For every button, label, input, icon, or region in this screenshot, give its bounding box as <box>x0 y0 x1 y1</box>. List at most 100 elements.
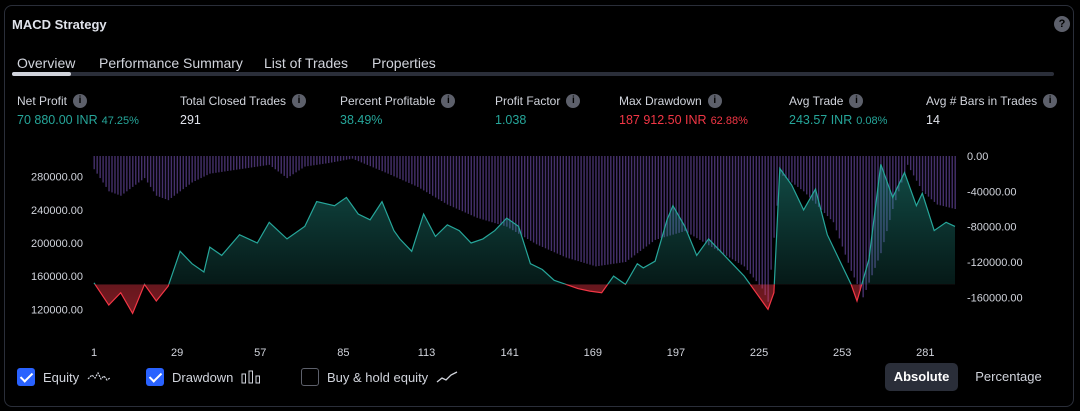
drawdown-bar <box>467 156 469 214</box>
drawdown-bar <box>366 156 369 165</box>
info-icon[interactable]: i <box>707 94 722 108</box>
drawdown-bar <box>123 156 125 194</box>
absolute-button[interactable]: Absolute <box>885 363 958 391</box>
drawdown-bar <box>731 156 734 260</box>
drawdown-bar <box>770 156 772 270</box>
drawdown-bar <box>132 156 134 187</box>
drawdown-bar <box>307 156 309 167</box>
drawdown-bar <box>331 156 333 163</box>
drawdown-bar <box>699 156 701 240</box>
drawdown-bar <box>244 156 247 169</box>
drawdown-bar <box>114 156 116 194</box>
drawdown-bar <box>797 156 799 187</box>
chart-axes: 280000.00 240000.00 200000.00 160000.00 1200… <box>31 151 1023 359</box>
drawdown-bar <box>895 156 897 201</box>
drawdown-bar <box>357 156 360 162</box>
drawdown-bar <box>277 156 279 172</box>
info-icon[interactable]: i <box>849 94 864 108</box>
legend-buy-hold[interactable]: Buy & hold equity <box>301 368 458 386</box>
tab-list-of-trades[interactable]: List of Trades <box>264 55 349 71</box>
drawdown-bar <box>301 156 303 169</box>
drawdown-bar <box>378 156 380 170</box>
equity-checkbox[interactable] <box>17 368 35 386</box>
drawdown-bars-icon <box>241 370 261 384</box>
percentage-button[interactable]: Percentage <box>975 369 1042 384</box>
metric-value: 38.49% <box>340 113 383 127</box>
drawdown-bar <box>826 156 829 217</box>
drawdown-bar <box>146 156 149 183</box>
info-icon[interactable]: i <box>566 94 581 108</box>
strategy-title: MACD Strategy <box>12 17 107 32</box>
drawdown-bar <box>194 156 196 182</box>
drawdown-bar <box>847 156 850 263</box>
drawdown-bar <box>108 156 110 192</box>
drawdown-bar <box>621 156 624 263</box>
drawdown-bar <box>218 156 220 173</box>
info-icon[interactable]: i <box>292 94 307 108</box>
drawdown-bar <box>461 156 464 212</box>
drawdown-bar <box>740 156 743 265</box>
drawdown-bar <box>411 156 413 185</box>
drawdown-bar <box>494 156 496 224</box>
drawdown-bar <box>556 156 559 254</box>
help-icon[interactable]: ? <box>1054 16 1070 32</box>
drawdown-bar <box>562 156 564 257</box>
drawdown-bar <box>574 156 576 261</box>
info-icon[interactable]: i <box>73 94 88 108</box>
drawdown-bar <box>722 156 725 255</box>
drawdown-bar <box>515 156 517 232</box>
drawdown-bar <box>99 156 101 179</box>
drawdown-bar <box>200 156 202 179</box>
drawdown-bar <box>259 156 262 167</box>
legend-equity[interactable]: Equity <box>17 368 111 386</box>
drawdown-bar <box>310 156 312 166</box>
drawdown-bar <box>363 156 366 164</box>
legend-drawdown[interactable]: Drawdown <box>146 368 263 386</box>
drawdown-bar <box>191 156 193 183</box>
drawdown-bar <box>197 156 199 180</box>
drawdown-bar <box>927 156 930 197</box>
drawdown-bar <box>853 156 855 278</box>
drawdown-checkbox[interactable] <box>146 368 164 386</box>
tab-performance-summary[interactable]: Performance Summary <box>99 55 243 71</box>
drawdown-bar <box>767 156 769 302</box>
drawdown-bar <box>96 156 98 174</box>
info-icon[interactable]: i <box>1043 94 1058 108</box>
drawdown-bar <box>776 156 778 206</box>
drawdown-bar <box>339 156 342 161</box>
drawdown-bar <box>206 156 208 176</box>
drawdown-bar <box>666 156 668 237</box>
drawdown-bar <box>550 156 553 251</box>
drawdown-bar <box>844 156 847 255</box>
drawdown-bar <box>933 156 936 202</box>
drawdown-bar <box>761 156 763 289</box>
info-icon[interactable]: i <box>441 94 456 108</box>
drawdown-bar <box>325 156 327 164</box>
right-axis-label: -120000.00 <box>967 257 1023 269</box>
drawdown-bar <box>871 156 873 276</box>
equity-area-positive <box>94 164 955 285</box>
drawdown-bar <box>930 156 933 200</box>
drawdown-bar <box>785 156 787 179</box>
drawdown-bar <box>247 156 250 168</box>
drawdown-bar <box>547 156 550 250</box>
drawdown-bar <box>639 156 642 251</box>
drawdown-bar <box>642 156 645 249</box>
equity-positive-region <box>93 164 956 285</box>
drawdown-bar <box>141 156 143 181</box>
drawdown-bar <box>203 156 205 177</box>
drawdown-bar <box>440 156 443 202</box>
drawdown-bar <box>835 156 838 231</box>
tab-overview[interactable]: Overview <box>17 55 76 71</box>
x-axis-label: 169 <box>584 347 602 359</box>
tab-properties[interactable]: Properties <box>372 55 436 71</box>
buy-hold-checkbox[interactable] <box>301 368 319 386</box>
drawdown-bar <box>951 156 953 209</box>
drawdown-bar <box>479 156 481 219</box>
drawdown-bar <box>672 156 674 235</box>
metric-value: 243.57 INR <box>789 113 853 127</box>
drawdown-bar <box>500 156 502 225</box>
x-axis-label: 197 <box>667 347 685 359</box>
metric-label: Profit Factor <box>495 94 561 108</box>
